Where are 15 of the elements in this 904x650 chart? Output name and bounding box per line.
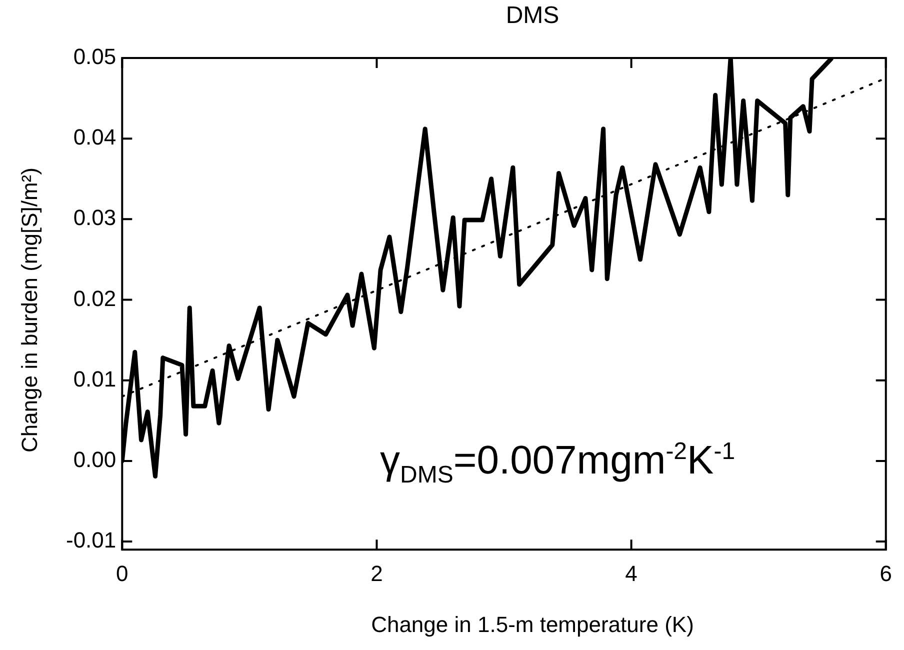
y-tick-label: 0.02	[73, 286, 116, 311]
y-axis-title: Change in burden (mg[S]/m²)	[17, 168, 43, 452]
y-tick-label: 0.00	[73, 447, 116, 472]
x-axis-title: Change in 1.5-m temperature (K)	[370, 612, 695, 638]
y-tick-label: 0.05	[73, 44, 116, 70]
x-tick-label: 4	[625, 560, 638, 586]
annotation: γ$_{DMS}$=0.007mgm$^{-2}$K$^{-1}$	[380, 438, 736, 490]
chart-title: DMS	[504, 2, 560, 30]
y-tick-label: 0.03	[73, 205, 116, 230]
y-tick-label: 0.04	[73, 124, 116, 150]
y-tick-label: -0.01	[66, 528, 116, 553]
x-tick-label: 0	[116, 560, 128, 586]
x-tick-label: 6	[880, 560, 892, 586]
x-tick-label: 2	[370, 560, 383, 586]
y-tick-label: 0.01	[73, 366, 116, 392]
